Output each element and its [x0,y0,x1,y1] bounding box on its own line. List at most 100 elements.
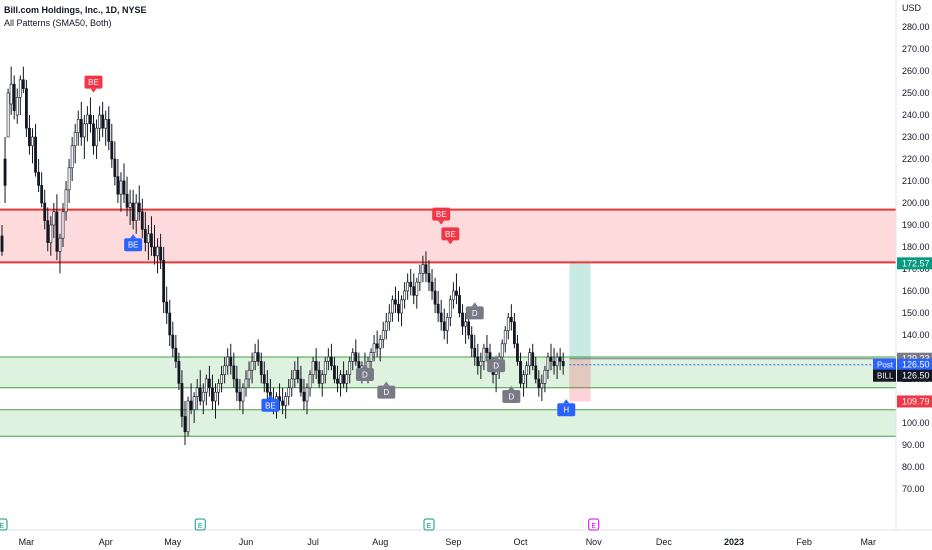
candle [43,189,47,230]
candle [113,141,117,186]
candle [409,269,413,296]
candle-body [345,374,349,384]
candle [259,352,263,384]
y-tick-label: 160.00 [902,286,930,296]
candle [220,365,224,393]
price-label-text: 126.50 [902,371,930,381]
candle-body [522,374,525,384]
indicator-title[interactable]: All Patterns (SMA50, Both) [4,18,112,28]
candle-body [412,286,416,296]
candle-body [220,374,224,384]
candle-body [464,321,468,327]
earnings-event-icon: E [0,518,8,531]
candle [235,365,239,401]
candle-body [394,299,397,305]
candle-body [305,387,309,402]
candle-body [9,83,13,105]
candles-layer [0,66,565,445]
candle-body [34,136,37,173]
candle-body [128,202,132,208]
candle-body [0,235,4,252]
candle [485,335,489,362]
candle-body [473,347,477,358]
candle [250,352,254,384]
candle [506,313,510,340]
candle [528,348,532,375]
price-label-text: 109.79 [902,396,930,406]
marker-box [124,238,143,252]
candle [442,308,446,340]
long-position-tool[interactable] [569,263,896,402]
pattern-marker-h: H [557,399,576,417]
candle-body [18,79,22,98]
candle [107,106,111,151]
candle [445,313,449,344]
candle [415,277,419,309]
candle [336,365,339,393]
marker-pointer [563,399,570,404]
candle [503,326,507,353]
candle-body [540,383,544,389]
candle [58,233,62,274]
candle-body [400,299,403,314]
candle [15,88,19,124]
symbol-title[interactable]: Bill.com Holdings, Inc., 1D, NYSE [4,5,147,15]
earnings-event-icon: E [423,518,435,531]
candle-body [107,119,111,142]
x-tick-label: May [164,537,182,547]
zone-support-1 [0,357,896,388]
candle [18,75,22,115]
candle-body [229,356,233,367]
candle-body [424,264,428,274]
price-label-box [897,257,932,270]
candle-body [241,387,245,402]
candle [525,361,529,388]
marker-text: D [362,371,368,380]
candle-body [201,391,205,402]
candle [195,379,199,410]
candle-body [290,378,294,389]
earnings-event-icon: E [588,518,600,531]
candle-body [552,361,556,367]
price-label-text: 126.50 [902,360,930,370]
candle-body [375,343,379,349]
x-tick-label: Mar [860,537,876,547]
candle [79,101,83,146]
candle-body [436,303,440,314]
x-tick-label: Jun [239,537,254,547]
candle-body [21,79,25,89]
candle-body [467,321,471,336]
candle-body [308,374,312,389]
candle [64,181,68,221]
time-axis[interactable]: Mar Apr May Jun Jul Aug Sep Oct Nov Dec 2023 Feb Mar [19,537,876,547]
candle-body [250,361,254,371]
candle-body [479,361,483,367]
candle-body [137,202,141,213]
candle-body [409,281,413,287]
candle-body [293,369,297,380]
candle-body [311,361,315,375]
pattern-marker-d: D [465,302,484,320]
y-tick-label: 200.00 [902,198,930,208]
candle-body [171,334,175,349]
event-text: E [427,523,432,530]
candle-body [98,114,102,129]
marker-text: BE [445,230,456,239]
event-box [423,518,435,531]
marker-box [487,359,506,373]
candle-body [150,233,153,248]
candle [89,97,92,133]
candle [378,335,382,362]
candle [439,299,443,331]
candle [287,379,291,406]
candle-body [485,347,489,353]
candle-body [168,312,172,336]
candle [473,335,477,366]
candle [342,361,346,388]
candle [28,115,31,155]
candle-body [256,352,260,362]
candle [400,295,403,327]
marker-pointer [493,355,500,360]
marker-text: BE [436,210,447,219]
